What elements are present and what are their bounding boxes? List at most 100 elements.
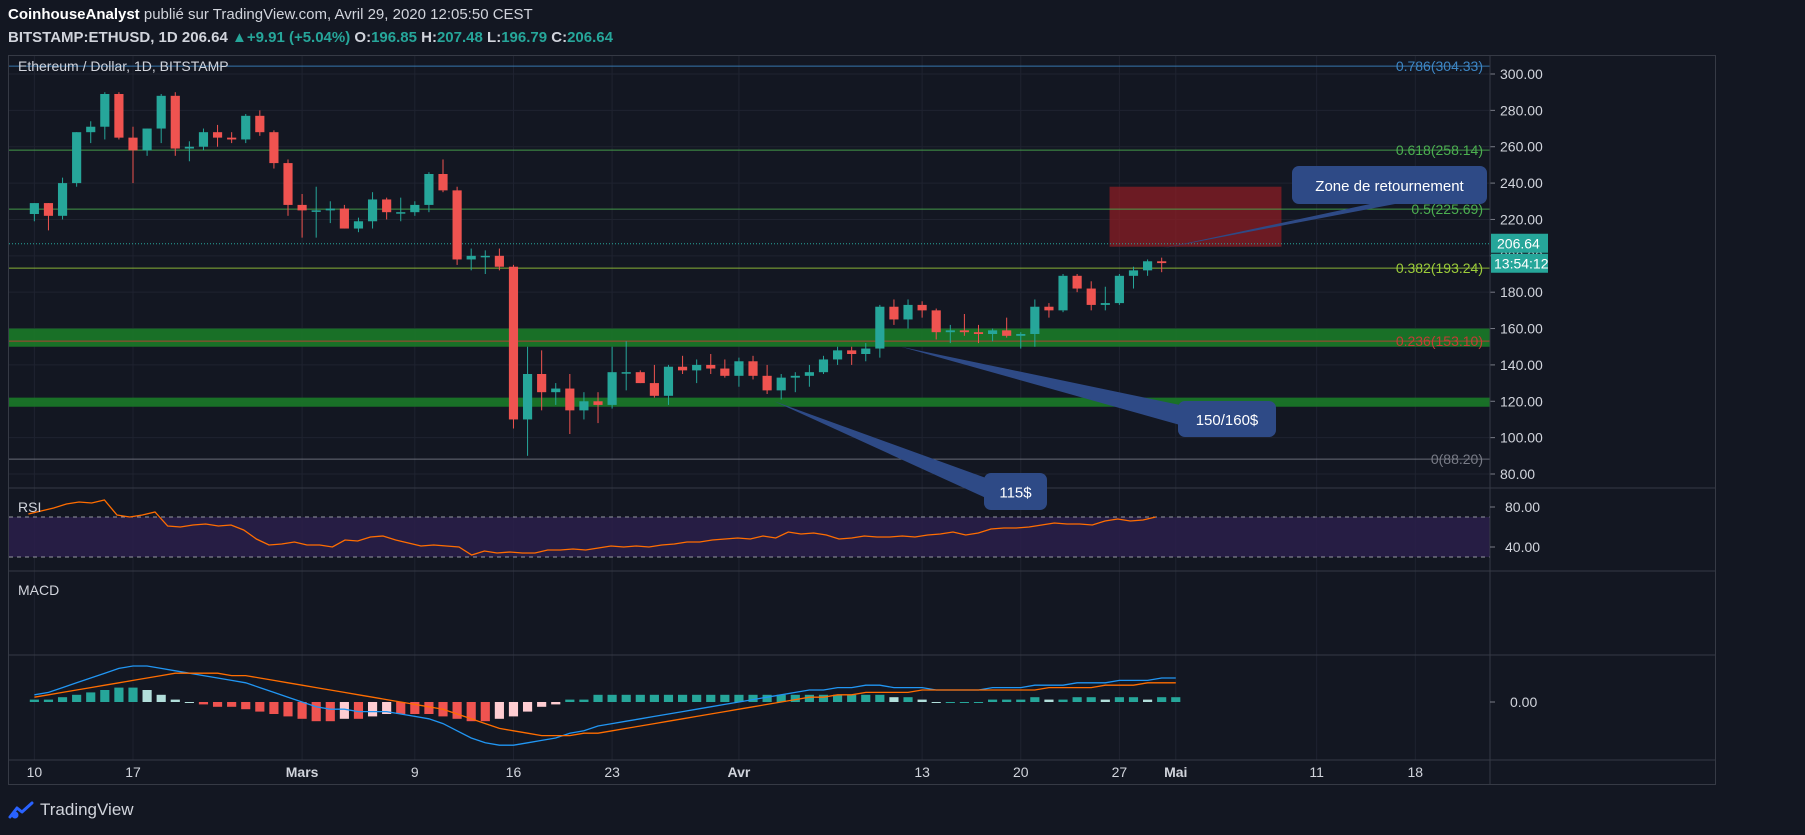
- callout-box: [984, 473, 1047, 510]
- x-axis-tick-label: 9: [411, 764, 419, 780]
- candle: [987, 328, 998, 342]
- candle-body: [297, 204, 307, 211]
- macd-title: MACD: [18, 582, 59, 598]
- candle: [1016, 332, 1026, 349]
- symbol-label[interactable]: BITSTAMP:ETHUSD, 1D: [8, 29, 178, 46]
- candle-body: [1044, 306, 1054, 311]
- candle-body: [1016, 334, 1026, 336]
- candle-body: [621, 372, 631, 374]
- candle: [889, 299, 899, 325]
- callout-text: 150/160$: [1196, 412, 1259, 429]
- callout-text: Zone de retournement: [1315, 178, 1464, 195]
- macd-histogram-bar: [1058, 699, 1068, 702]
- annotations[interactable]: Zone de retournement 150/160$ 115$: [774, 166, 1487, 510]
- candle: [1044, 303, 1054, 318]
- candle-body: [832, 350, 843, 360]
- candle: [367, 192, 378, 229]
- macd-histogram-bar: [776, 694, 786, 702]
- macd-histogram-bar: [889, 697, 899, 702]
- candle-body: [255, 115, 265, 133]
- candle-body: [565, 388, 575, 411]
- macd-histogram-bar: [410, 702, 420, 714]
- candle: [635, 370, 645, 384]
- macd-histogram-bar: [29, 699, 39, 702]
- candle-body: [269, 132, 279, 164]
- candle: [170, 92, 180, 156]
- macd-histogram-bar: [1171, 697, 1181, 702]
- candle: [508, 264, 519, 429]
- x-axis-tick-label: Avr: [728, 764, 751, 780]
- candle: [269, 130, 279, 169]
- candle-body: [804, 372, 814, 376]
- candle-body: [875, 306, 885, 349]
- macd-histogram-bar: [325, 702, 335, 722]
- macd-histogram-bar: [57, 697, 68, 702]
- candle: [156, 94, 166, 144]
- candle-body: [311, 210, 321, 212]
- x-axis-tick-label: 17: [125, 764, 141, 780]
- x-axis-tick-label: 13: [914, 764, 930, 780]
- candle: [649, 364, 659, 398]
- x-axis-tick-label: 27: [1112, 764, 1128, 780]
- candle-body: [198, 132, 209, 147]
- macd-histogram-bar: [832, 694, 843, 702]
- candle-body: [1128, 270, 1139, 276]
- macd-histogram-bar: [227, 702, 237, 707]
- candle-body: [734, 361, 744, 376]
- candle-body: [959, 330, 969, 333]
- macd-histogram-bar: [142, 690, 152, 702]
- axes: 300.00280.00260.00240.00220.00200.00180.…: [9, 56, 1715, 784]
- candle: [198, 128, 209, 151]
- candle-body: [142, 128, 152, 151]
- candle-body: [537, 374, 547, 393]
- candle-body: [663, 366, 674, 396]
- macd-histogram-bar: [198, 702, 209, 705]
- candle: [720, 359, 730, 378]
- low-value: 196.79: [501, 29, 548, 46]
- candle: [142, 128, 152, 156]
- rsi-pane[interactable]: RSI: [9, 499, 1490, 558]
- candle-body: [29, 203, 39, 214]
- close-label: C:: [551, 29, 568, 46]
- candle: [184, 141, 194, 162]
- annotation-callout: 150/160$: [900, 346, 1276, 437]
- macd-histogram-bar: [621, 694, 631, 702]
- brand[interactable]: TradingView: [8, 800, 134, 820]
- candle: [579, 392, 589, 420]
- candle-body: [353, 221, 364, 229]
- candle: [677, 355, 688, 374]
- macd-pane[interactable]: MACD: [18, 582, 1181, 746]
- macd-histogram-bar: [1002, 699, 1012, 702]
- candle: [100, 92, 110, 140]
- candle-body: [396, 212, 406, 214]
- macd-histogram-bar: [1086, 697, 1096, 702]
- candle: [1100, 286, 1110, 311]
- price-pane[interactable]: 0.786(304.33) 0.618(258.14) 0.5(225.69) 0.3…: [9, 56, 1490, 760]
- macd-histogram-bar: [297, 702, 307, 719]
- macd-histogram-bar: [649, 694, 659, 702]
- fib-level-label: 0.382(193.24): [1396, 260, 1483, 276]
- publish-line: CoinhouseAnalyst publié sur TradingView.…: [8, 6, 533, 23]
- author-name[interactable]: CoinhouseAnalyst: [8, 6, 140, 23]
- macd-histogram-bar: [1128, 697, 1139, 702]
- candle: [494, 248, 504, 271]
- candle-body: [1072, 275, 1082, 289]
- macd-histogram-bar: [1100, 699, 1110, 702]
- candle: [537, 350, 547, 411]
- macd-histogram-bar: [114, 687, 124, 702]
- y-axis-tick-label: 180.00: [1500, 284, 1543, 300]
- candle-body: [593, 401, 603, 405]
- candle: [43, 203, 54, 231]
- macd-histogram-bar: [424, 702, 434, 714]
- candle-body: [1143, 261, 1153, 271]
- candle: [466, 248, 476, 271]
- candle-body: [452, 190, 462, 260]
- y-axis-tick-label: 160.00: [1500, 321, 1543, 337]
- macd-histogram-bar: [1157, 697, 1167, 702]
- x-axis-tick-label: 23: [604, 764, 620, 780]
- callout-tail: [1161, 204, 1395, 249]
- candle: [57, 177, 68, 220]
- price-change: +9.91 (+5.04%): [246, 29, 351, 46]
- y-axis-tick-label: 260.00: [1500, 139, 1543, 155]
